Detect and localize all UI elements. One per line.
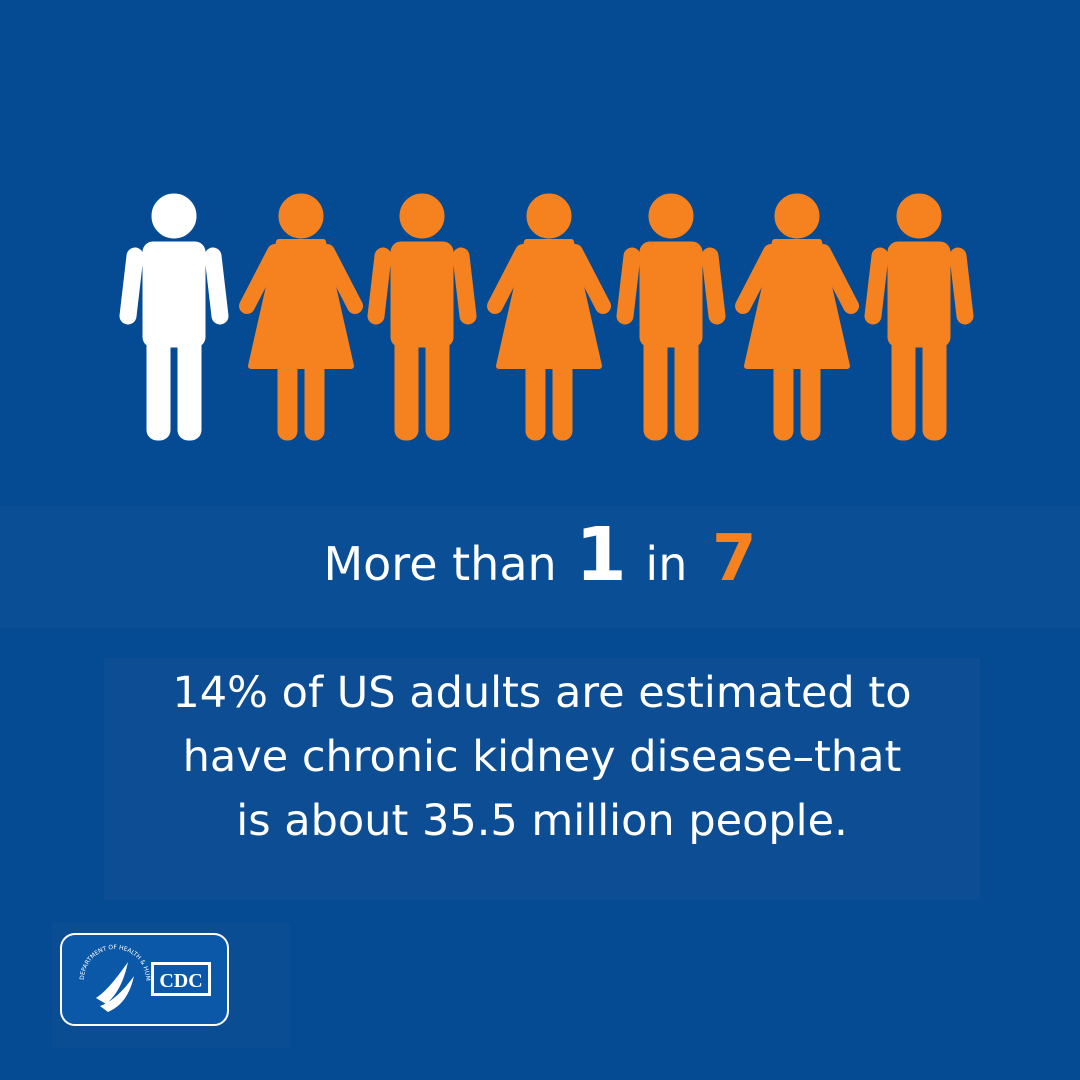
cdc-inner: [154, 965, 208, 993]
seal-eagle: [96, 962, 134, 1012]
cdc-text: CDC: [159, 970, 202, 992]
statement-box: [104, 658, 980, 900]
statement-line: is about 35.5 million people.: [236, 796, 848, 846]
headline-denominator: 7: [712, 522, 757, 596]
logo-frame: [60, 933, 229, 1026]
statement-line: 14% of US adults are estimated to: [172, 668, 911, 718]
headline: More than 1 in 7: [323, 512, 756, 598]
statement-line: have chronic kidney disease–that: [183, 732, 902, 782]
headline-numerator: 1: [575, 512, 627, 598]
headline-joiner: in: [645, 537, 687, 591]
headline-band: [0, 506, 1080, 628]
headline-prefix: More than: [323, 537, 556, 591]
